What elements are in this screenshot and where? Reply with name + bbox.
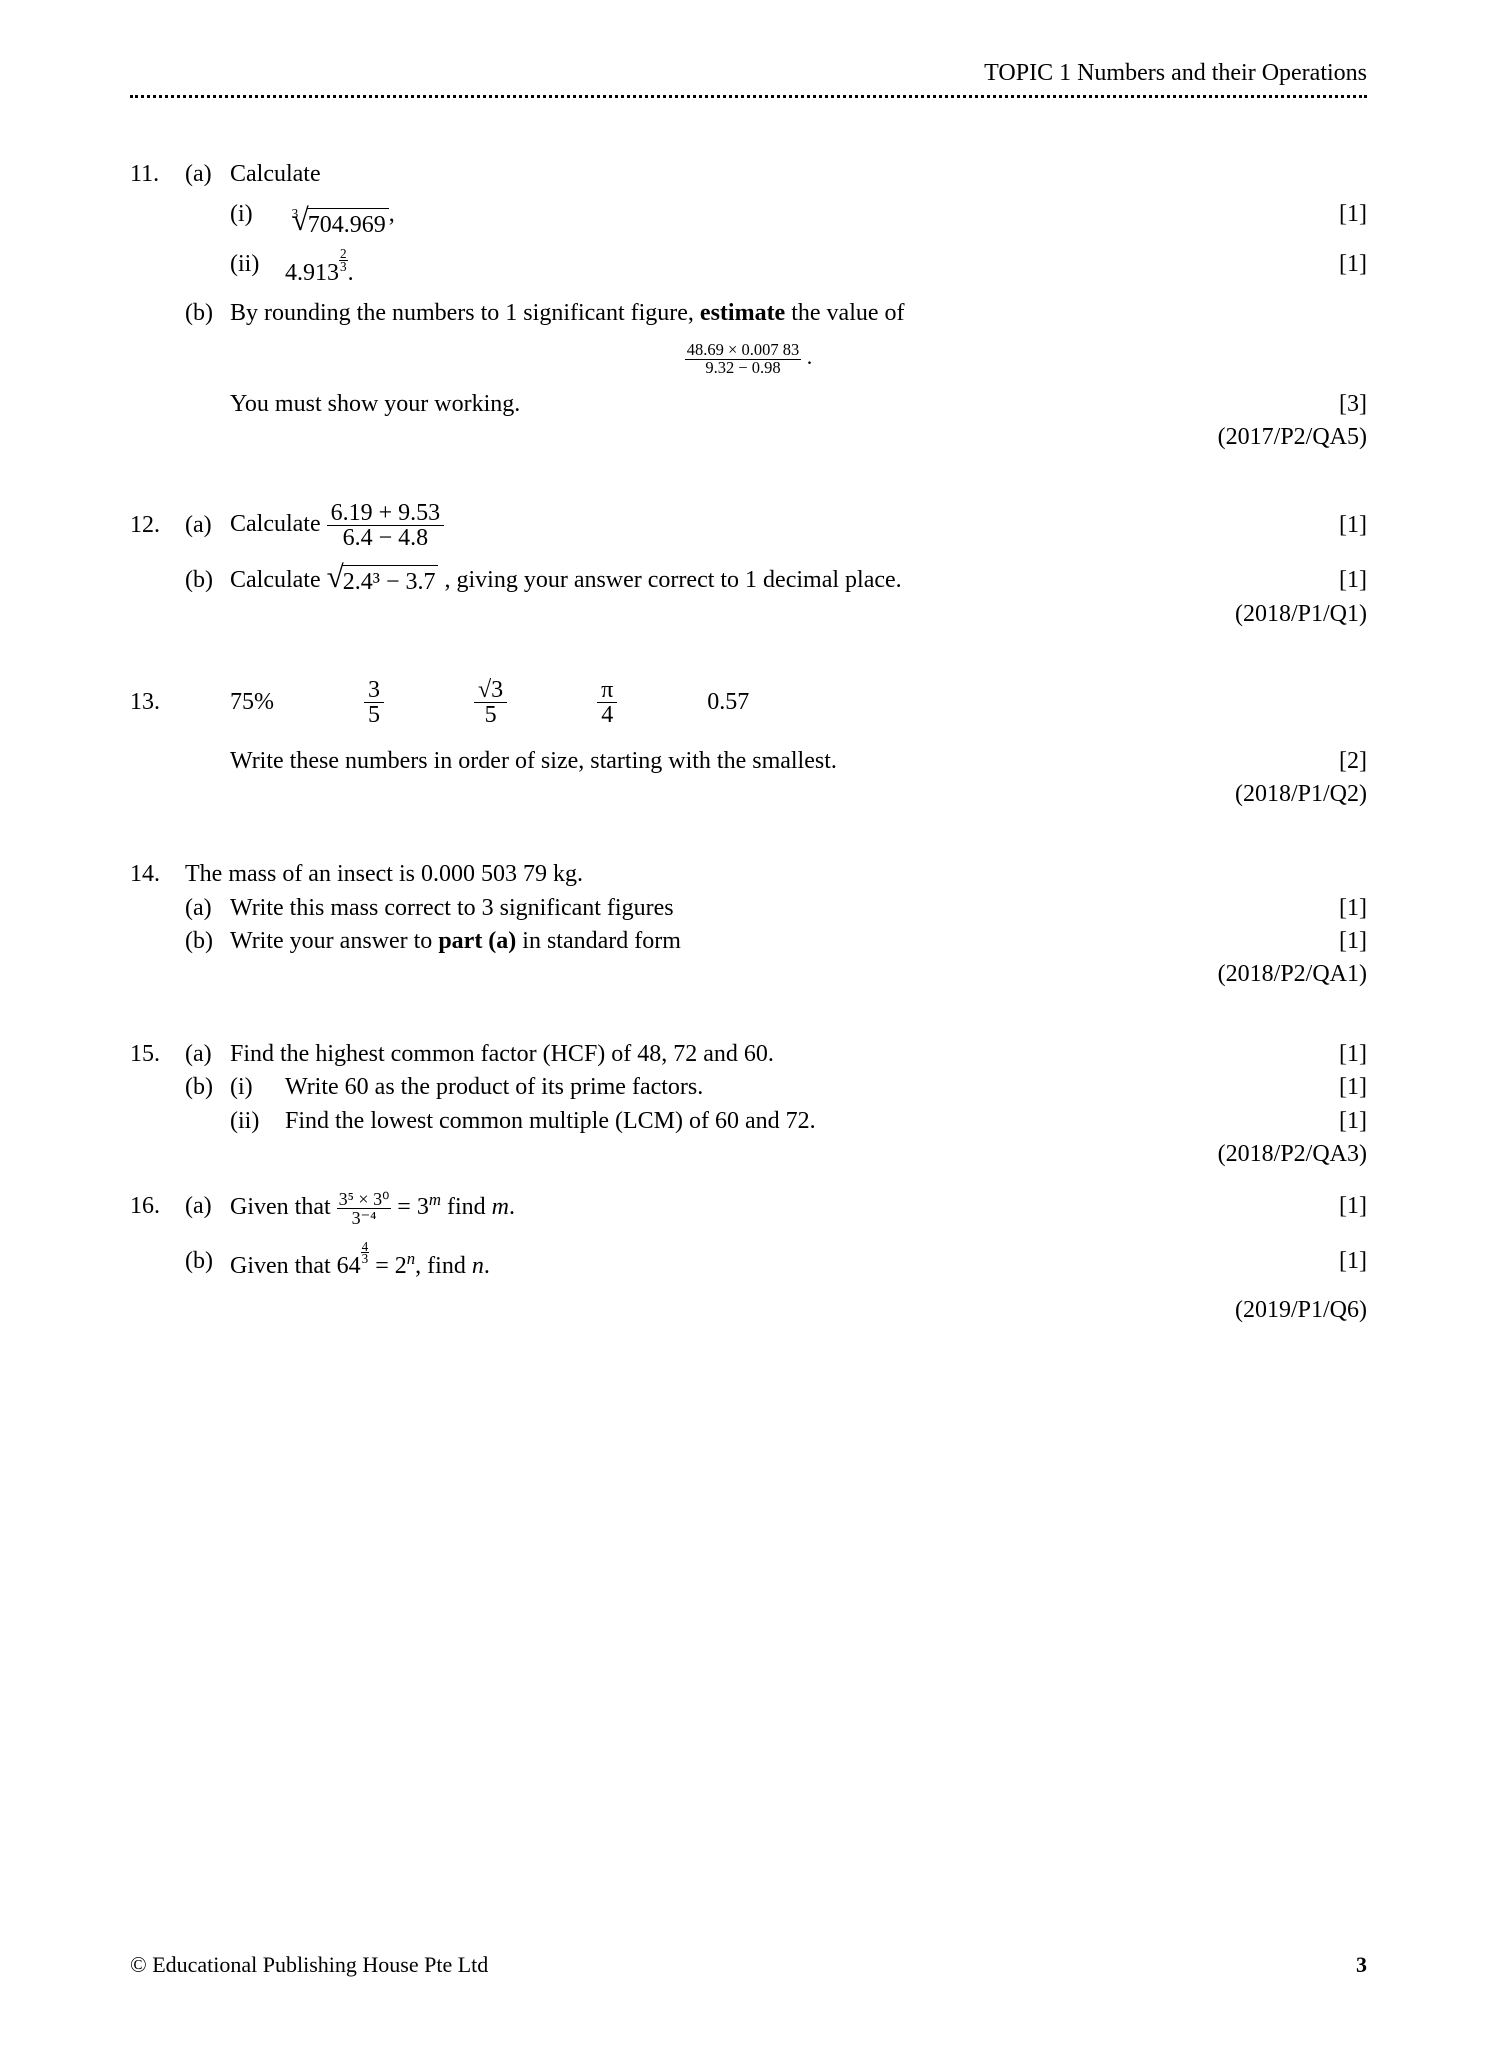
q12a-label: (a): [185, 509, 230, 543]
page-number: 3: [1356, 1952, 1367, 1978]
q11b-working: You must show your working.: [230, 388, 1307, 422]
q11a-ii-label: (ii): [230, 248, 285, 282]
footer: © Educational Publishing House Pte Ltd 3: [130, 1952, 1367, 1978]
q16-source: (2019/P1/Q6): [130, 1297, 1367, 1324]
q14b-marks: [1]: [1307, 925, 1367, 959]
q15-number: 15.: [130, 1038, 185, 1072]
q11-source: (2017/P2/QA5): [130, 424, 1367, 451]
q11a-label: (a): [185, 158, 230, 192]
q15b-i-label: (i): [230, 1071, 285, 1105]
q15b-i-text: Write 60 as the product of its prime fac…: [285, 1071, 1307, 1105]
q14a-label: (a): [185, 892, 230, 926]
q14-intro: The mass of an insect is 0.000 503 79 kg…: [185, 858, 1367, 892]
q12a-marks: [1]: [1307, 509, 1367, 543]
question-12: 12. (a) Calculate 6.19 + 9.53 6.4 − 4.8 …: [130, 501, 1367, 629]
q16b-label: (b): [185, 1245, 230, 1279]
q13-v1: 75%: [230, 686, 274, 720]
q14-source: (2018/P2/QA1): [130, 961, 1367, 988]
q16a-label: (a): [185, 1190, 230, 1224]
question-15: 15. (a) Find the highest common factor (…: [130, 1038, 1367, 1168]
copyright: © Educational Publishing House Pte Ltd: [130, 1952, 488, 1978]
q16a-marks: [1]: [1307, 1190, 1367, 1224]
header-rule: [130, 95, 1367, 98]
page: TOPIC 1 Numbers and their Operations 11.…: [0, 0, 1497, 2048]
q13-numbers: 75% 35 √35 π4 0.57: [230, 678, 1367, 727]
q11b-expression: 48.69 × 0.007 83 9.32 − 0.98 .: [130, 342, 1367, 376]
q11b-label: (b): [185, 297, 230, 331]
radicand: 704.969: [307, 208, 389, 243]
root-index: 3: [292, 205, 299, 223]
q12b-label: (b): [185, 564, 230, 598]
q15a-marks: [1]: [1307, 1038, 1367, 1072]
q11b-marks: [3]: [1307, 388, 1367, 422]
q14-number: 14.: [130, 858, 185, 892]
q11a-i-expr: 3 √ 704.969 ,: [285, 198, 1307, 243]
q13-source: (2018/P1/Q2): [130, 781, 1367, 808]
topic-header: TOPIC 1 Numbers and their Operations: [130, 60, 1367, 87]
q16b-text: Given that 6443 = 2n, find n.: [230, 1241, 1307, 1283]
q13-instruction: Write these numbers in order of size, st…: [230, 745, 1307, 779]
q15b-ii-marks: [1]: [1307, 1105, 1367, 1139]
q15b-ii-label: (ii): [230, 1105, 285, 1139]
question-16: 16. (a) Given that 3⁵ × 3⁰3⁻⁴ = 3m find …: [130, 1188, 1367, 1324]
q15b-ii-text: Find the lowest common multiple (LCM) of…: [285, 1105, 1307, 1139]
question-13: 13. 75% 35 √35 π4 0.57 Write these numbe…: [130, 678, 1367, 808]
q16b-marks: [1]: [1307, 1245, 1367, 1279]
q14a-text: Write this mass correct to 3 significant…: [230, 892, 1307, 926]
q11a-i-label: (i): [230, 198, 285, 232]
q15b-i-marks: [1]: [1307, 1071, 1367, 1105]
q16a-text: Given that 3⁵ × 3⁰3⁻⁴ = 3m find m.: [230, 1188, 1307, 1227]
q15b-label: (b): [185, 1071, 230, 1105]
q11-number: 11.: [130, 158, 185, 192]
q11a-i-marks: [1]: [1307, 198, 1367, 232]
question-11: 11. (a) Calculate (i) 3 √ 704.969 , [1] …: [130, 158, 1367, 451]
question-14: 14. The mass of an insect is 0.000 503 7…: [130, 858, 1367, 988]
q11a-ii-expr: 4.91323.: [285, 248, 1307, 290]
q13-number: 13.: [130, 686, 185, 720]
q14a-marks: [1]: [1307, 892, 1367, 926]
q13-v4: π4: [597, 678, 617, 727]
q12a-text: Calculate 6.19 + 9.53 6.4 − 4.8: [230, 501, 1307, 550]
q12-number: 12.: [130, 509, 185, 543]
q12-source: (2018/P1/Q1): [130, 601, 1367, 628]
q11a-ii-marks: [1]: [1307, 248, 1367, 282]
q14b-text: Write your answer to part (a) in standar…: [230, 925, 1307, 959]
q11b-text: By rounding the numbers to 1 significant…: [230, 297, 1367, 331]
q15a-label: (a): [185, 1038, 230, 1072]
q13-marks: [2]: [1307, 745, 1367, 779]
q12b-text: Calculate √2.4³ − 3.7 , giving your answ…: [230, 564, 1307, 600]
q16-number: 16.: [130, 1190, 185, 1224]
q11a-text: Calculate: [230, 158, 1367, 192]
q13-v3: √35: [474, 678, 507, 727]
q12b-marks: [1]: [1307, 564, 1367, 598]
q13-v5: 0.57: [707, 686, 749, 720]
q15a-text: Find the highest common factor (HCF) of …: [230, 1038, 1307, 1072]
q14b-label: (b): [185, 925, 230, 959]
q13-v2: 35: [364, 678, 384, 727]
q15-source: (2018/P2/QA3): [130, 1141, 1367, 1168]
